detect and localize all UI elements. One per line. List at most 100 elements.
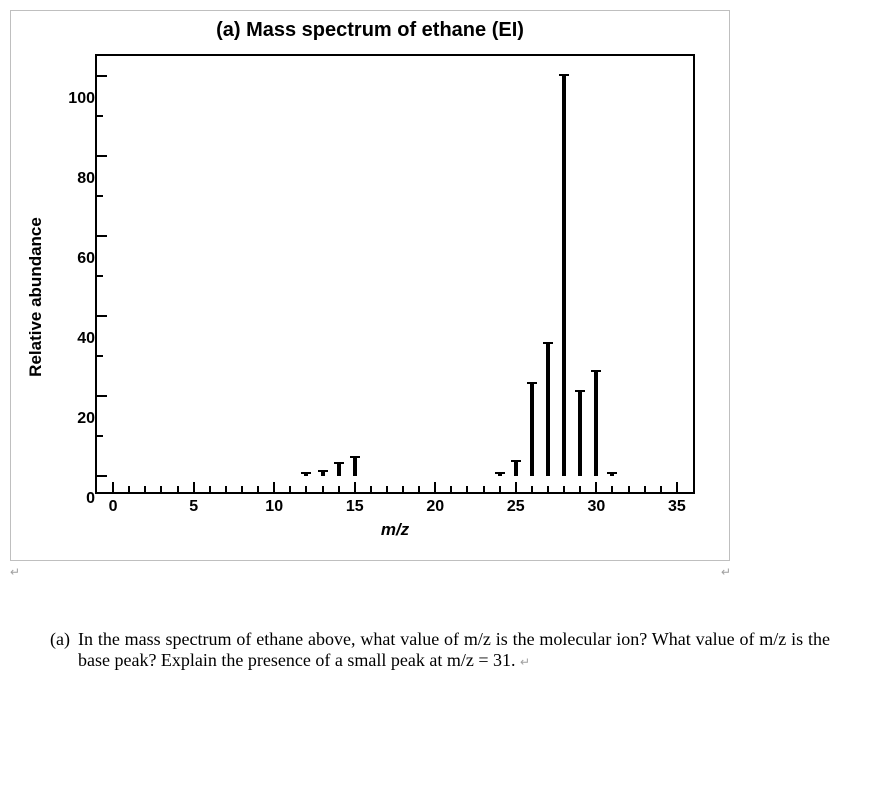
y-axis-label: Relative abundance: [26, 217, 46, 377]
x-tick-minor: [370, 486, 372, 492]
x-tick-minor: [450, 486, 452, 492]
spectrum-stick: [530, 384, 534, 476]
x-tick-minor: [257, 486, 259, 492]
return-mark-icon: ↵: [520, 655, 530, 669]
spectrum-stick: [353, 458, 357, 476]
spectrum-stick: [514, 462, 518, 476]
spectrum-stick-cap: [301, 472, 311, 474]
y-tick-major: [97, 315, 107, 317]
x-tick-major: [193, 482, 195, 492]
x-tick-label: 0: [109, 498, 118, 516]
y-tick-minor: [97, 355, 103, 357]
x-tick-minor: [660, 486, 662, 492]
x-tick-minor: [322, 486, 324, 492]
spectrum-stick: [321, 472, 325, 476]
x-tick-minor: [563, 486, 565, 492]
spectrum-stick: [337, 464, 341, 476]
chart-title: (a) Mass spectrum of ethane (EI): [23, 19, 717, 42]
x-tick-minor: [611, 486, 613, 492]
y-tick-label: 40: [77, 330, 95, 348]
spectrum-stick: [304, 474, 308, 476]
y-tick-label: 60: [77, 250, 95, 268]
y-axis-label-container: Relative abundance: [23, 77, 49, 517]
x-tick-label: 25: [507, 498, 525, 516]
plot-column: 0 5 10 15 20 25 30 35 m/z: [95, 54, 695, 540]
x-tick-minor: [386, 486, 388, 492]
spectrum-stick-cap: [575, 390, 585, 392]
spectrum-stick: [546, 344, 550, 476]
x-tick-minor: [225, 486, 227, 492]
spectrum-stick-cap: [318, 470, 328, 472]
x-tick-minor: [547, 486, 549, 492]
y-tick-minor: [97, 195, 103, 197]
x-tick-label: 20: [426, 498, 444, 516]
return-mark-icon: ↵: [10, 565, 20, 579]
spectrum-stick-cap: [591, 370, 601, 372]
x-tick-major: [676, 482, 678, 492]
return-mark-icon: ↵: [721, 565, 731, 579]
spectrum-stick-cap: [543, 342, 553, 344]
x-tick-major: [112, 482, 114, 492]
y-tick-label: 100: [68, 90, 95, 108]
spectrum-stick-cap: [511, 460, 521, 462]
chart-body: Relative abundance 0 20 40 60 80 100 0 5 10 15 20…: [23, 54, 717, 540]
spectrum-stick-cap: [527, 382, 537, 384]
question-text: In the mass spectrum of ethane above, wh…: [78, 629, 830, 671]
spectrum-stick: [610, 474, 614, 476]
y-tick-label: 20: [77, 410, 95, 428]
x-tick-minor: [289, 486, 291, 492]
page-root: (a) Mass spectrum of ethane (EI) Relativ…: [0, 0, 881, 691]
x-tick-major: [354, 482, 356, 492]
x-tick-minor: [209, 486, 211, 492]
y-tick-major: [97, 155, 107, 157]
x-tick-minor: [579, 486, 581, 492]
y-tick-label: 80: [77, 170, 95, 188]
x-tick-minor: [177, 486, 179, 492]
paragraph-mark-row: ↵ ↵: [10, 565, 871, 579]
question-line-3: = 31.: [478, 650, 515, 670]
x-tick-label: 5: [189, 498, 198, 516]
x-tick-minor: [241, 486, 243, 492]
question-line-1: In the mass spectrum of ethane above, wh…: [78, 629, 647, 649]
x-tick-major: [434, 482, 436, 492]
x-tick-major: [595, 482, 597, 492]
plot-area: [95, 54, 695, 494]
x-tick-minor: [160, 486, 162, 492]
y-tick-major: [97, 75, 107, 77]
x-tick-minor: [418, 486, 420, 492]
x-tick-minor: [499, 486, 501, 492]
spectrum-stick-cap: [607, 472, 617, 474]
x-tick-major: [273, 482, 275, 492]
x-tick-label: 35: [668, 498, 686, 516]
x-tick-label: 10: [265, 498, 283, 516]
y-tick-label: 0: [86, 490, 95, 508]
x-tick-minor: [466, 486, 468, 492]
spectrum-stick: [498, 474, 502, 476]
spectrum-stick: [578, 392, 582, 476]
spectrum-stick-cap: [495, 472, 505, 474]
y-tick-major: [97, 395, 107, 397]
x-tick-minor: [644, 486, 646, 492]
x-tick-label: 30: [587, 498, 605, 516]
x-tick-minor: [402, 486, 404, 492]
x-tick-minor: [483, 486, 485, 492]
x-tick-minor: [305, 486, 307, 492]
spectrum-stick-cap: [334, 462, 344, 464]
y-tick-major: [97, 475, 107, 477]
spectrum-stick: [594, 372, 598, 476]
x-tick-minor: [628, 486, 630, 492]
chart-panel: (a) Mass spectrum of ethane (EI) Relativ…: [10, 10, 730, 561]
spectrum-stick-cap: [559, 74, 569, 76]
y-tick-major: [97, 235, 107, 237]
x-tick-label: 15: [346, 498, 364, 516]
x-axis-label: m/z: [95, 520, 695, 540]
spectrum-stick-cap: [350, 456, 360, 458]
x-tick-minor: [128, 486, 130, 492]
question-block: (a) In the mass spectrum of ethane above…: [10, 629, 830, 671]
y-tick-minor: [97, 115, 103, 117]
x-tick-minor: [531, 486, 533, 492]
y-tick-minor: [97, 275, 103, 277]
y-axis-tick-labels: 0 20 40 60 80 100: [49, 77, 95, 517]
spectrum-stick: [562, 76, 566, 476]
x-tick-minor: [144, 486, 146, 492]
